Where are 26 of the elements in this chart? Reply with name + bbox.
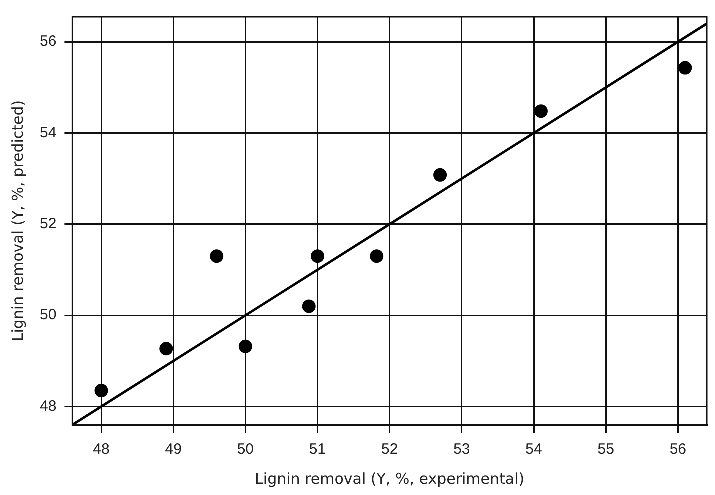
point	[160, 342, 174, 356]
x-tick-label: 53	[454, 441, 470, 458]
point	[94, 384, 108, 398]
y-tick-label: 52	[40, 216, 57, 233]
x-tick-label: 55	[598, 441, 614, 458]
y-tick-label: 56	[40, 33, 57, 50]
point	[678, 61, 692, 75]
x-tick-label: 48	[93, 441, 110, 458]
x-tick-label: 49	[165, 441, 182, 458]
point	[370, 250, 384, 264]
x-axis-title: Lignin removal (Y, %, experimental)	[255, 470, 525, 488]
point	[238, 340, 252, 354]
point	[311, 250, 325, 264]
x-tick-label: 52	[382, 441, 398, 458]
x-tick-label: 54	[526, 441, 542, 458]
point	[210, 250, 224, 264]
y-tick-label: 48	[40, 398, 57, 415]
point	[302, 300, 316, 314]
y-tick-label: 50	[40, 306, 57, 324]
y-axis-title: Lignin removal (Y, %, predicted)	[8, 100, 27, 342]
x-tick-label: 56	[670, 441, 687, 458]
x-tick-label: 51	[309, 441, 326, 458]
x-tick-label: 50	[237, 441, 254, 458]
point	[534, 104, 548, 118]
y-tick-label: 54	[40, 124, 57, 142]
point	[434, 168, 448, 182]
